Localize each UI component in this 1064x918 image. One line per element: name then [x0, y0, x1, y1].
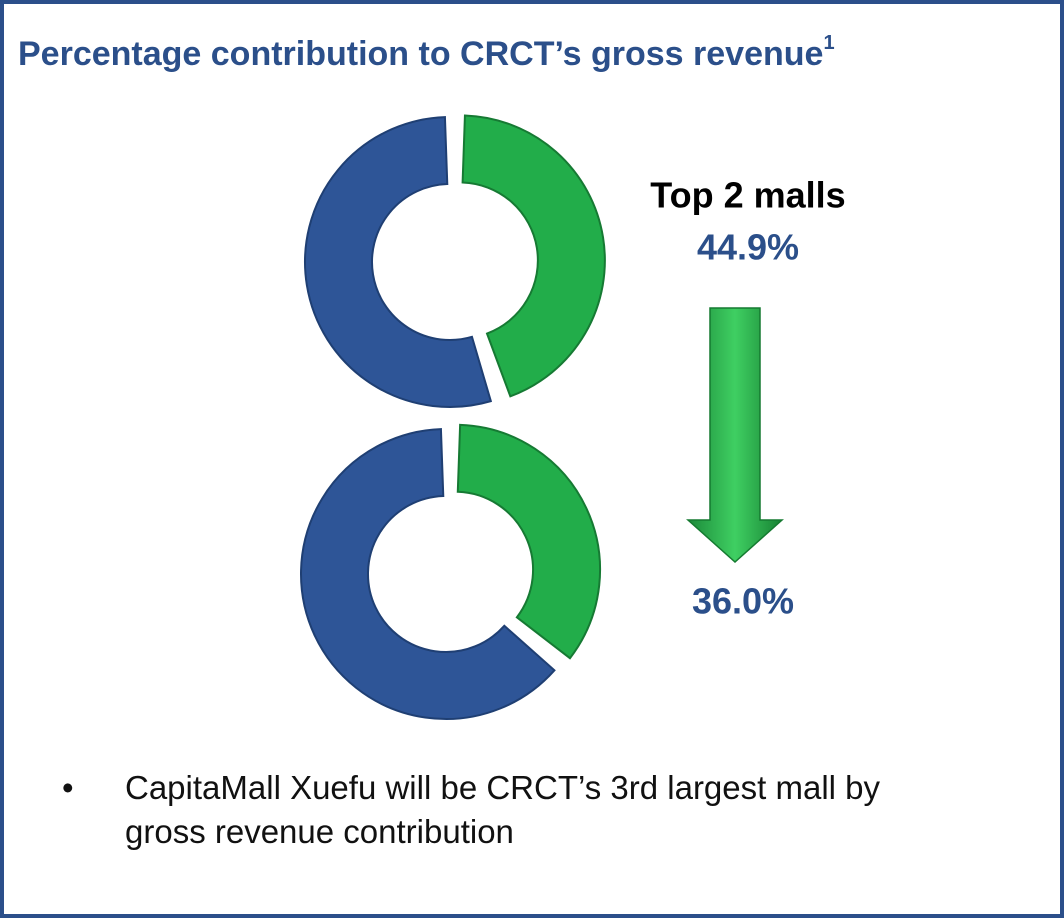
donut-rest: [304, 116, 493, 408]
donut-segment: [456, 423, 601, 660]
value-label: 36.0%: [692, 581, 794, 622]
donut-rest: [300, 428, 556, 720]
donut-segment: [461, 114, 606, 398]
value-label: 44.9%: [697, 227, 799, 268]
annotation: Top 2 malls: [650, 175, 845, 216]
title-text: Percentage contribution to CRCT’s gross …: [18, 35, 823, 73]
chart-title: Percentage contribution to CRCT’s gross …: [18, 32, 835, 73]
title-note: 1: [823, 32, 834, 54]
bullet: CapitaMall Xuefu will be CRCT’s 3rd larg…: [60, 766, 915, 854]
bullet-list: CapitaMall Xuefu will be CRCT’s 3rd larg…: [60, 766, 920, 854]
down-arrow: [686, 307, 784, 564]
